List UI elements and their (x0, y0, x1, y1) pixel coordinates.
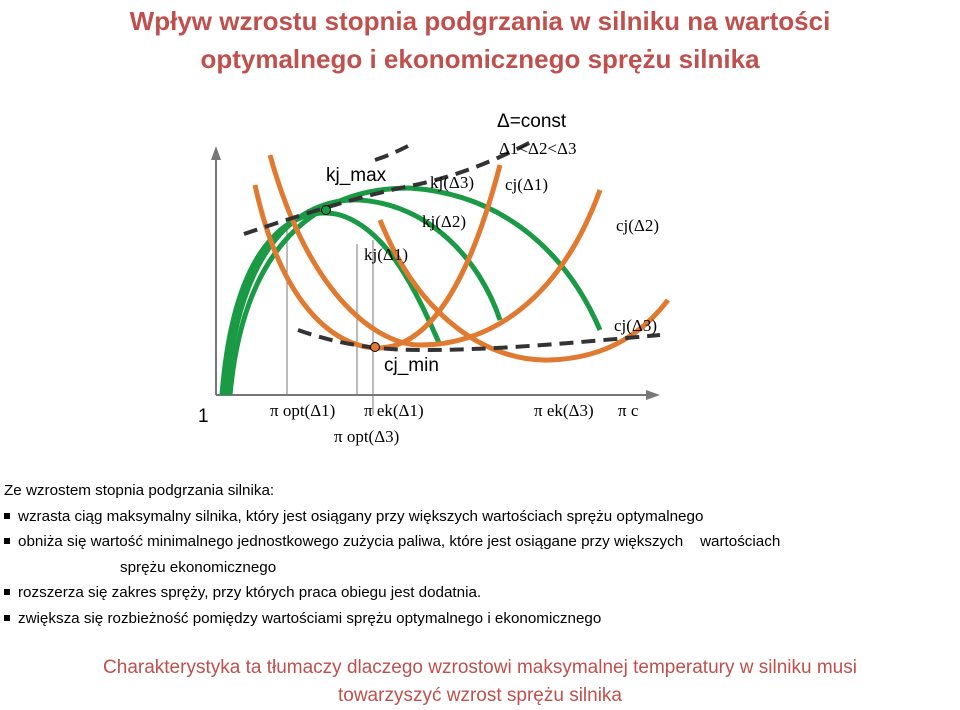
conclusion-line-2: towarzyszyć wzrost sprężu silnika (337, 685, 623, 706)
cj-min-point (370, 342, 380, 352)
legend-order: Δ1<Δ2<Δ3 (499, 139, 576, 158)
pi-ek-d1-label: π ek(Δ1) (364, 401, 424, 420)
cj-d3-curve (377, 219, 670, 363)
bullet-text: rozszerza się zakres spręży, przy któryc… (18, 584, 482, 601)
bullet-item: rozszerza się zakres spręży, przy któryc… (0, 580, 960, 606)
kj-d2-label: kj(Δ2) (422, 212, 466, 231)
cj-d2-curve (267, 154, 603, 348)
kj-d3-curve (227, 185, 603, 396)
kj-max-envelope (243, 138, 536, 236)
bullet-square-icon (4, 512, 10, 519)
axis-one: 1 (198, 406, 209, 427)
cj-d3-label: cj(Δ3) (614, 316, 657, 335)
conclusion: Charakterystyka ta tłumaczy dlaczego wzr… (0, 654, 960, 710)
y-axis-arrow (211, 146, 221, 160)
kj-max-point (321, 205, 331, 215)
title-line-2: optymalnego i ekonomicznego sprężu silni… (200, 44, 760, 74)
title-line-1: Wpływ wzrostu stopnia podgrzania w silni… (129, 6, 831, 36)
pi-opt-d1-label: π opt(Δ1) (270, 401, 335, 420)
cj-d2-label: cj(Δ2) (616, 216, 659, 235)
bullet-item: obniża się wartość minimalnego jednostko… (0, 529, 960, 555)
explanation-text: Ze wzrostem stopnia podgrzania silnika: … (0, 478, 960, 631)
bullet-item: wzrasta ciąg maksymalny silnika, który j… (0, 504, 960, 530)
legend-const: Δ=const (497, 111, 567, 132)
thrust-consumption-diagram: Δ=const Δ1<Δ2<Δ3 kj_max cj_min kj(Δ1) kj… (198, 111, 670, 446)
kj-max-label: kj_max (326, 165, 387, 186)
bullet-square-icon (4, 589, 10, 595)
pi-ek-d3-label: π ek(Δ3) (534, 401, 594, 420)
cj-min-envelope (297, 328, 661, 353)
slide-title: Wpływ wzrostu stopnia podgrzania w silni… (0, 2, 960, 78)
bullet-item: zwiększa się rozbieżność pomiędzy wartoś… (0, 606, 960, 632)
bullet-continuation: sprężu ekonomicznego (120, 558, 277, 576)
pi-c-label: π c (618, 401, 639, 420)
kj-max-envelope-tail (374, 144, 409, 162)
cj-d1-label: cj(Δ1) (505, 175, 548, 194)
cj-min-label: cj_min (384, 355, 439, 376)
x-axis-arrow (646, 390, 660, 400)
bullet-square-icon (4, 614, 10, 621)
bullet-text: obniża się wartość minimalnego jednostko… (18, 533, 781, 550)
bullet-text: wzrasta ciąg maksymalny silnika, który j… (18, 507, 704, 525)
pi-opt-d3-label: π opt(Δ3) (334, 427, 399, 446)
bullet-text: zwiększa się rozbieżność pomiędzy wartoś… (18, 609, 602, 627)
kj-d1-curve (219, 210, 443, 396)
intro-line: Ze wzrostem stopnia podgrzania silnika: (4, 482, 275, 499)
kj-d1-label: kj(Δ1) (364, 245, 408, 264)
kj-d3-label: kj(Δ3) (430, 173, 474, 192)
conclusion-line-1: Charakterystyka ta tłumaczy dlaczego wzr… (103, 657, 857, 678)
bullet-square-icon (4, 538, 10, 544)
